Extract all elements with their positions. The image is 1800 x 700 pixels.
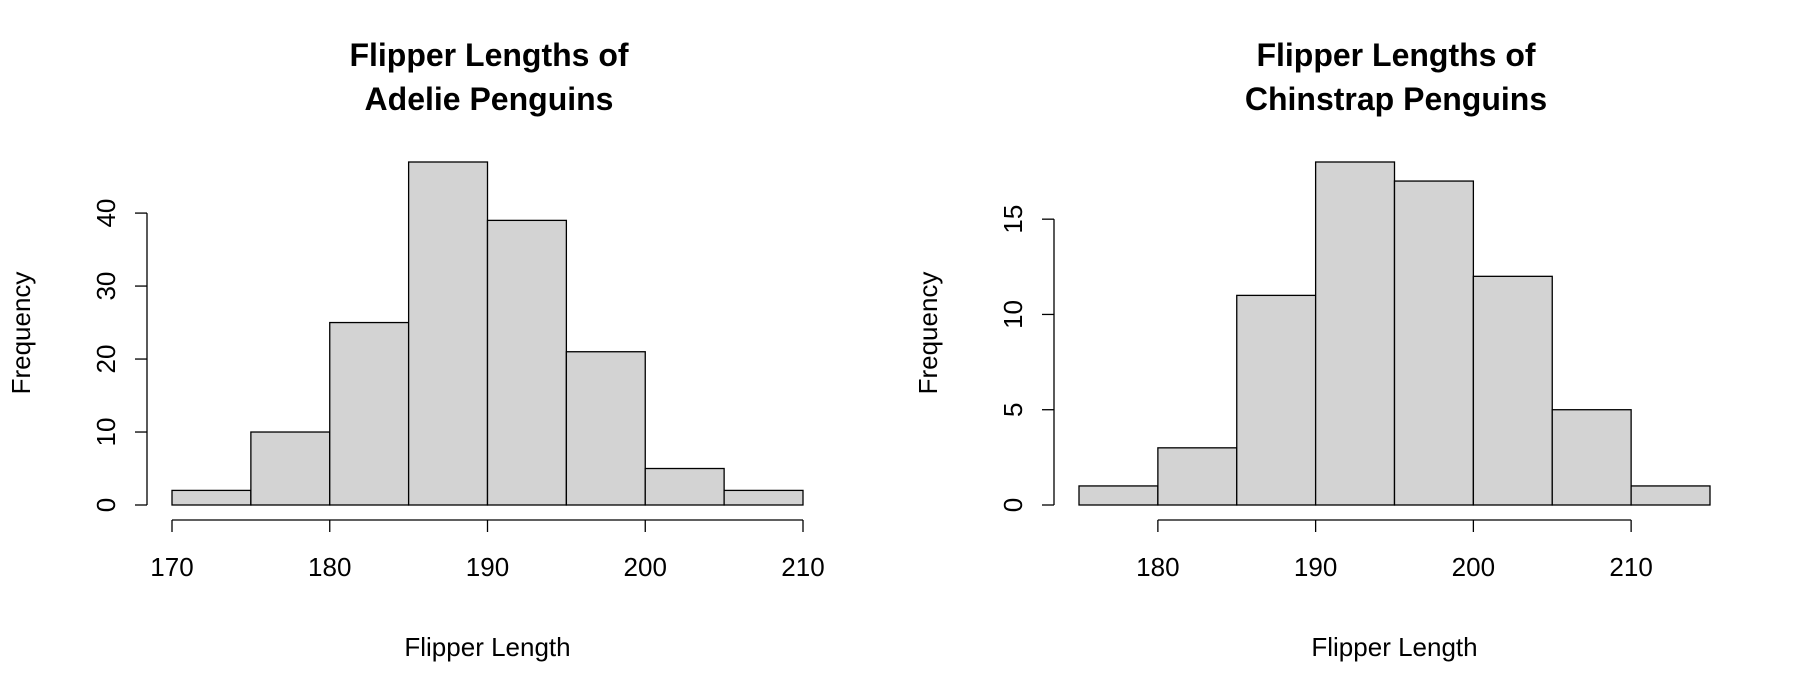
- chart-title-line: Flipper Lengths of: [1256, 37, 1535, 73]
- histogram-bar: [1551, 409, 1632, 506]
- histogram-bar: [407, 161, 489, 506]
- histogram-bar: [644, 467, 725, 506]
- histogram-bar: [1393, 180, 1475, 506]
- histogram-bar: [1236, 294, 1317, 506]
- x-tick-label: 200: [624, 552, 667, 582]
- y-tick-label: 30: [91, 272, 121, 301]
- histogram-bar: [171, 489, 252, 506]
- x-tick-label: 210: [1609, 552, 1652, 582]
- chart-title-line: Chinstrap Penguins: [1245, 81, 1547, 117]
- histogram-bar: [486, 219, 568, 506]
- x-axis-label: Flipper Length: [1311, 632, 1477, 662]
- histogram-bar: [329, 321, 410, 506]
- histogram-bar: [1078, 485, 1159, 506]
- x-tick-label: 180: [308, 552, 351, 582]
- x-tick-label: 190: [466, 552, 509, 582]
- chart-title-line: Flipper Lengths of: [349, 37, 628, 73]
- y-tick-label: 15: [998, 205, 1028, 234]
- histogram-bar: [565, 351, 646, 506]
- y-axis-label: Frequency: [6, 272, 36, 395]
- x-tick-label: 170: [150, 552, 193, 582]
- y-tick-label: 20: [91, 345, 121, 374]
- x-tick-label: 210: [781, 552, 824, 582]
- y-tick-label: 10: [91, 418, 121, 447]
- histogram-bar: [723, 489, 804, 506]
- x-tick-label: 200: [1452, 552, 1495, 582]
- y-tick-label: 0: [998, 498, 1028, 512]
- histogram-bar: [1157, 447, 1238, 506]
- x-tick-label: 180: [1136, 552, 1179, 582]
- x-tick-label: 190: [1294, 552, 1337, 582]
- x-axis-label: Flipper Length: [404, 632, 570, 662]
- y-axis-label: Frequency: [913, 272, 943, 395]
- y-tick-label: 0: [91, 498, 121, 512]
- y-tick-label: 10: [998, 300, 1028, 329]
- histogram-bar: [1630, 485, 1711, 506]
- chart-title-line: Adelie Penguins: [365, 81, 614, 117]
- y-tick-label: 40: [91, 199, 121, 228]
- histogram-bar: [1314, 161, 1396, 506]
- histogram-bar: [250, 431, 331, 506]
- histogram-bar: [1472, 275, 1553, 506]
- y-tick-label: 5: [998, 402, 1028, 416]
